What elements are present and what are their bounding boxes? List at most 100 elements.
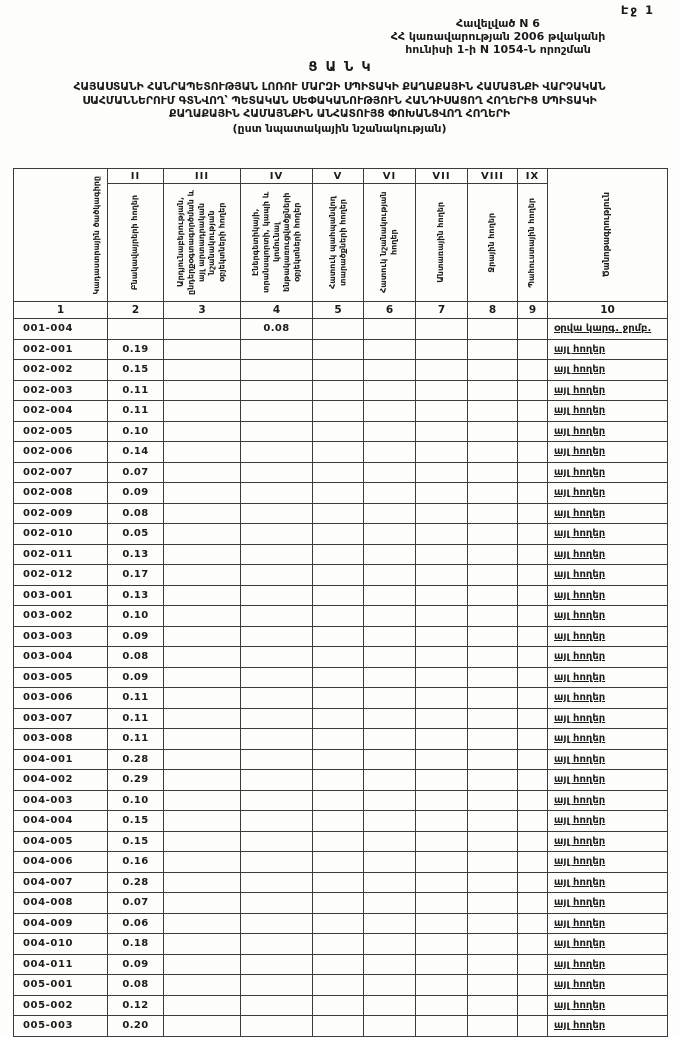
cell-value	[415, 871, 468, 893]
cell-value	[312, 584, 364, 606]
column-index-row: 1 2 3 4 5 6 7 8 9 10	[13, 301, 668, 319]
title-line-3: ՔԱՂԱՔԱՅԻՆ ՀԱՄԱՅՆՔԻՆ ԱՆՀԱՏՈՒՅՑ ՓՈԽԱՆՑՎՈՂ …	[169, 107, 510, 120]
cell-value	[517, 810, 548, 832]
cell-value	[363, 543, 416, 565]
cell-value	[415, 359, 468, 381]
cell-value	[312, 646, 364, 668]
cell-code: 003-006	[13, 687, 108, 709]
cell-value	[312, 502, 364, 524]
column-header-2: II Բնակավայրերի հողեր	[107, 168, 164, 302]
cell-value	[163, 789, 241, 811]
cell-value	[312, 728, 364, 750]
cell-value	[312, 461, 364, 483]
cell-value: 0.15	[107, 830, 164, 852]
annex-line-1: Հավելված N 6	[456, 17, 540, 30]
cell-value	[240, 789, 313, 811]
table-row: 002-002 0.15 այլ հողեր	[13, 359, 668, 381]
cell-value	[415, 379, 468, 401]
cell-code: 004-011	[13, 953, 108, 975]
cell-code: 003-001	[13, 584, 108, 606]
cell-code: 003-004	[13, 646, 108, 668]
cell-value	[467, 687, 518, 709]
cell-value	[467, 933, 518, 955]
document-subtitle: (ըստ նպատակային նշանակության)	[232, 121, 447, 135]
cell-code: 002-003	[13, 379, 108, 401]
cell-value	[312, 851, 364, 873]
cell-value	[240, 482, 313, 504]
cell-value	[467, 810, 518, 832]
cell-value	[363, 933, 416, 955]
column-numeral: VI	[364, 170, 415, 184]
cell-value	[363, 974, 416, 996]
cell-value	[163, 810, 241, 832]
cell-value	[312, 523, 364, 545]
cell-value	[363, 359, 416, 381]
cell-code: 004-003	[13, 789, 108, 811]
table-row: 005-002 0.12 այլ հողեր	[13, 994, 668, 1016]
column-index-6: 6	[363, 301, 416, 319]
cell-value	[312, 687, 364, 709]
column-index-3: 3	[163, 301, 241, 319]
cell-code: 002-010	[13, 523, 108, 545]
table-row: 004-010 0.18 այլ հողեր	[13, 933, 668, 955]
cell-value	[467, 543, 518, 565]
cell-value: 0.08	[107, 646, 164, 668]
cell-value	[517, 646, 548, 668]
cell-value	[517, 584, 548, 606]
column-label: Բնակավայրերի հողեր	[130, 194, 140, 291]
cell-value	[415, 543, 468, 565]
cell-value	[467, 318, 518, 340]
cell-code: 002-011	[13, 543, 108, 565]
cell-value	[467, 523, 518, 545]
cell-value	[363, 830, 416, 852]
table-row: 003-007 0.11 այլ հողեր	[13, 707, 668, 729]
cell-value	[467, 769, 518, 791]
cell-note: այլ հողեր	[547, 625, 668, 647]
cell-value	[312, 933, 364, 955]
table-row: 004-009 0.06 այլ հողեր	[13, 912, 668, 934]
cell-code: 004-006	[13, 851, 108, 873]
cell-value	[517, 769, 548, 791]
cell-value	[415, 748, 468, 770]
cell-note: այլ հողեր	[547, 400, 668, 422]
cell-value: 0.29	[107, 769, 164, 791]
column-index-5: 5	[312, 301, 364, 319]
cell-value: 0.09	[107, 625, 164, 647]
cell-value	[163, 646, 241, 668]
cell-note: այլ հողեր	[547, 871, 668, 893]
cell-value	[467, 892, 518, 914]
cell-value	[467, 974, 518, 996]
cell-value	[363, 625, 416, 647]
cell-value	[467, 994, 518, 1016]
cell-value	[467, 461, 518, 483]
cell-value	[467, 830, 518, 852]
column-index-8: 8	[467, 301, 518, 319]
column-header-8: VIII Ջրային հողեր	[467, 168, 518, 302]
cell-value	[363, 502, 416, 524]
column-index-10: 10	[547, 301, 668, 319]
table-row: 002-007 0.07 այլ հողեր	[13, 461, 668, 483]
cell-value	[312, 748, 364, 770]
table-row: 002-001 0.19 այլ հողեր	[13, 338, 668, 360]
cell-value	[363, 400, 416, 422]
cell-value: 0.28	[107, 748, 164, 770]
table-row: 002-012 0.17 այլ հողեր	[13, 564, 668, 586]
cell-value	[363, 379, 416, 401]
cell-value	[363, 912, 416, 934]
cell-value	[312, 338, 364, 360]
cell-value	[163, 687, 241, 709]
column-header-5: V Հատուկ պահպանվող տարածքների հողեր	[312, 168, 364, 302]
cell-value	[312, 810, 364, 832]
cell-value: 0.19	[107, 338, 164, 360]
cell-value: 0.09	[107, 482, 164, 504]
cell-value	[517, 359, 548, 381]
cell-note: այլ հողեր	[547, 543, 668, 565]
cell-value	[415, 584, 468, 606]
cell-value	[415, 728, 468, 750]
cell-value	[415, 1015, 468, 1037]
cell-value	[163, 953, 241, 975]
cell-value	[415, 502, 468, 524]
cell-code: 005-002	[13, 994, 108, 1016]
cell-value	[415, 912, 468, 934]
cell-value	[363, 789, 416, 811]
